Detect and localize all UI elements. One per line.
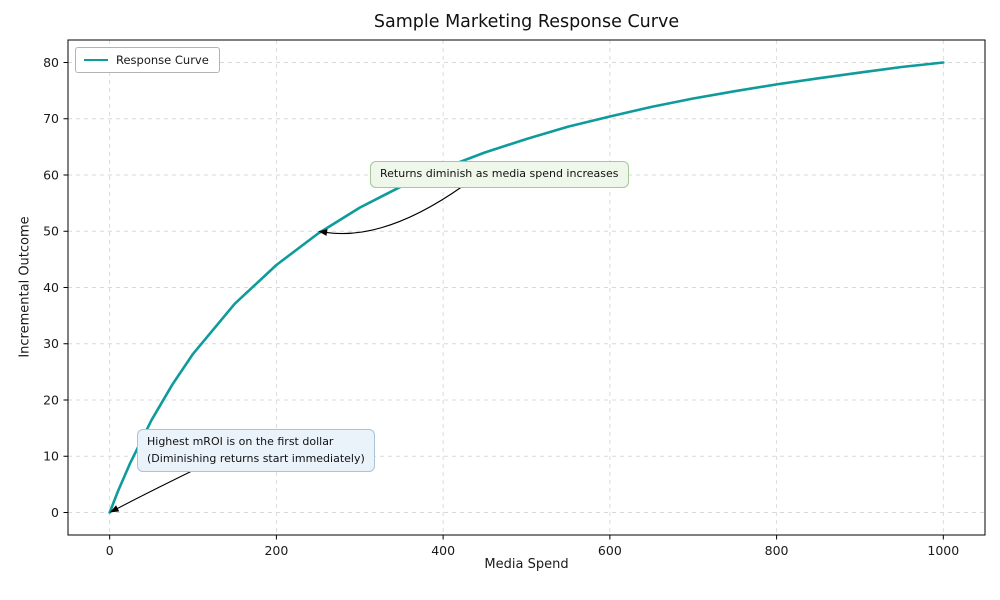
x-tick-label: 600 (598, 543, 622, 558)
y-tick-label: 80 (43, 55, 59, 70)
axes-layer: 0 200 400 600 800 1000 0 10 20 30 40 50 60 70 80 (43, 39, 986, 558)
annotation-arrowhead (318, 229, 328, 236)
chart-title: Sample Marketing Response Curve (373, 12, 680, 32)
plot-frame (67, 39, 986, 536)
x-tick-label: 400 (431, 543, 455, 558)
annotation-arrowhead (109, 505, 120, 513)
y-tick-label: 0 (51, 505, 59, 520)
annotation-arrow (325, 185, 464, 235)
x-tick-label: 1000 (927, 543, 959, 558)
x-axis-label: Media Spend (484, 557, 569, 572)
y-tick-label: 40 (43, 280, 59, 295)
y-tick-label: 50 (43, 224, 59, 239)
annotation-highest-mroi: Highest mROI is on the first dollar (Dim… (137, 429, 375, 472)
y-tick-label: 10 (43, 449, 59, 464)
legend: Response Curve (75, 47, 220, 73)
x-tick-label: 0 (106, 543, 114, 558)
response-curve-line (108, 61, 945, 514)
y-tick-label: 20 (43, 392, 59, 407)
y-tick-label: 60 (43, 167, 59, 182)
x-tick-label: 800 (765, 543, 789, 558)
x-tick-label: 200 (264, 543, 288, 558)
legend-entry-label: Response Curve (116, 53, 209, 67)
annotation-diminishing-returns: Returns diminish as media spend increase… (370, 161, 629, 188)
series-layer (108, 61, 945, 514)
annotation-arrows (109, 185, 464, 513)
legend-line-swatch (84, 59, 108, 61)
y-axis-label: Incremental Outcome (17, 216, 33, 358)
grid-layer (68, 40, 985, 535)
y-tick-label: 30 (43, 336, 59, 351)
y-tick-label: 70 (43, 111, 59, 126)
annotation-arrow (116, 468, 197, 510)
